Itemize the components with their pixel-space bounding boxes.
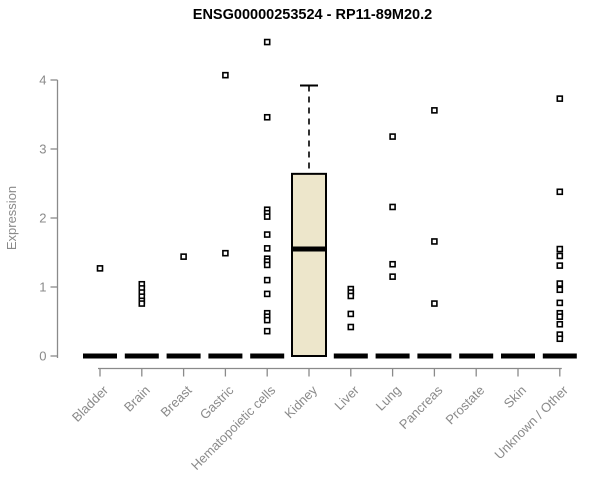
- outlier-point-unknown-other: [556, 299, 564, 307]
- outlier-point-unknown-other: [556, 286, 564, 294]
- outlier-point-lung: [389, 133, 396, 140]
- outlier-point-hematopoietic-cells: [263, 316, 271, 324]
- outlier-point-breast: [180, 253, 187, 260]
- outlier-point-unknown-other: [556, 335, 564, 343]
- collapsed-box-lung: [375, 353, 410, 359]
- outlier-point-unknown-other: [556, 188, 564, 196]
- outlier-point-unknown-other: [556, 280, 564, 287]
- collapsed-box-pancreas: [417, 353, 452, 359]
- category-label-unknown-other: Unknown / Other: [491, 382, 571, 462]
- chart-title: ENSG00000253524 - RP11-89M20.2: [192, 7, 433, 23]
- outlier-point-pancreas: [431, 107, 438, 114]
- outlier-point-brain: [138, 300, 146, 307]
- outlier-point-unknown-other: [556, 95, 564, 102]
- outlier-point-liver: [347, 310, 355, 318]
- y-axis-title: Expression: [4, 186, 19, 250]
- collapsed-box-prostate: [459, 353, 494, 359]
- category-label-skin: Skin: [501, 383, 529, 411]
- collapsed-box-unknown-other: [542, 353, 577, 359]
- outlier-point-hematopoietic-cells: [263, 261, 271, 269]
- collapsed-box-brain: [124, 353, 159, 359]
- outlier-point-lung: [389, 260, 396, 268]
- y-tick-label-3: 3: [39, 142, 46, 157]
- collapsed-box-gastric: [208, 353, 243, 359]
- outlier-point-pancreas: [431, 300, 438, 307]
- y-tick-label-2: 2: [39, 211, 46, 226]
- outlier-point-gastric: [222, 249, 229, 257]
- category-label-prostate: Prostate: [442, 383, 487, 428]
- outlier-point-hematopoietic-cells: [263, 327, 271, 335]
- outlier-point-hematopoietic-cells: [263, 231, 271, 238]
- outlier-point-liver: [347, 323, 355, 331]
- category-label-gastric: Gastric: [197, 382, 237, 422]
- collapsed-box-breast: [166, 353, 201, 359]
- y-tick-label-0: 0: [39, 349, 46, 364]
- outlier-point-lung: [389, 273, 396, 280]
- outlier-point-unknown-other: [556, 245, 564, 253]
- outlier-point-unknown-other: [556, 252, 564, 260]
- outlier-point-pancreas: [431, 238, 438, 245]
- outlier-point-bladder: [96, 265, 104, 272]
- y-tick-label-1: 1: [39, 280, 46, 295]
- outlier-point-gastric: [222, 71, 229, 79]
- category-label-lung: Lung: [373, 383, 404, 414]
- collapsed-box-hematopoietic-cells: [250, 353, 285, 359]
- outlier-point-hematopoietic-cells: [263, 38, 271, 46]
- category-label-bladder: Bladder: [69, 382, 112, 425]
- category-label-kidney: Kidney: [281, 382, 320, 421]
- outlier-point-unknown-other: [556, 320, 564, 328]
- collapsed-box-bladder: [83, 353, 117, 359]
- outlier-point-hematopoietic-cells: [263, 213, 271, 220]
- outlier-point-unknown-other: [556, 262, 564, 269]
- outlier-point-hematopoietic-cells: [263, 290, 271, 298]
- category-label-pancreas: Pancreas: [396, 382, 446, 432]
- category-label-brain: Brain: [121, 383, 153, 415]
- box-kidney: [291, 172, 327, 357]
- category-label-liver: Liver: [331, 382, 362, 413]
- outlier-point-lung: [389, 203, 396, 211]
- outlier-point-hematopoietic-cells: [263, 245, 271, 252]
- category-label-breast: Breast: [158, 382, 195, 419]
- outlier-point-unknown-other: [556, 313, 564, 320]
- outlier-point-liver: [347, 292, 355, 300]
- collapsed-box-skin: [501, 353, 535, 359]
- y-tick-label-4: 4: [39, 73, 46, 88]
- outlier-point-hematopoietic-cells: [263, 276, 271, 284]
- collapsed-box-liver: [333, 353, 368, 359]
- outlier-point-hematopoietic-cells: [263, 113, 271, 121]
